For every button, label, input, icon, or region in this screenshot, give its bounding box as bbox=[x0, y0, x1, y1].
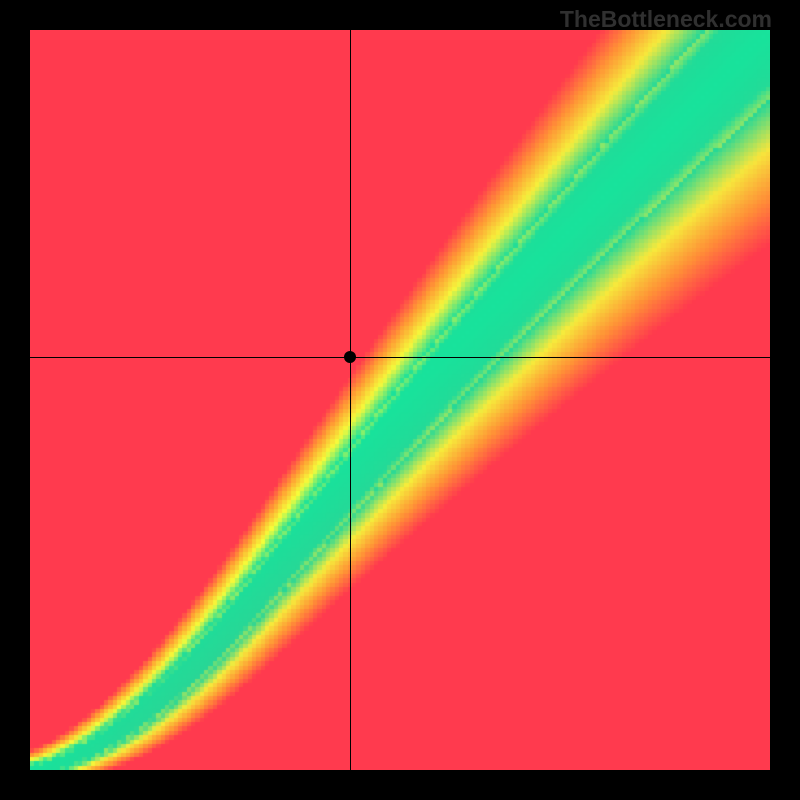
crosshair-horizontal bbox=[30, 357, 770, 358]
heatmap-canvas bbox=[30, 30, 770, 770]
watermark-text: TheBottleneck.com bbox=[560, 6, 772, 33]
selection-marker bbox=[344, 351, 356, 363]
bottleneck-heatmap bbox=[30, 30, 770, 770]
crosshair-vertical bbox=[350, 30, 351, 770]
